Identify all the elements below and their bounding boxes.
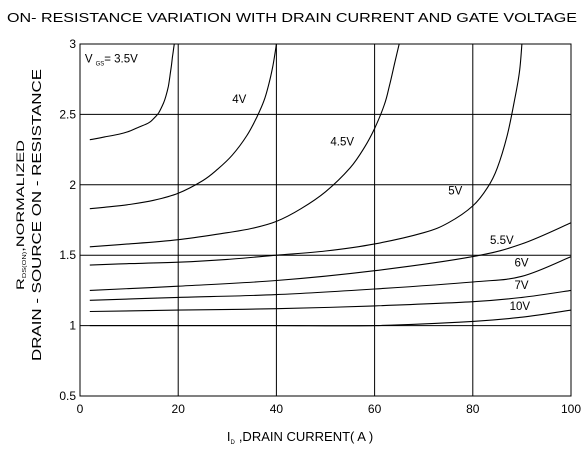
- x-tick-label: 20: [172, 402, 186, 416]
- series-layer: [89, 43, 572, 327]
- x-axis-label-symbol: I: [227, 429, 231, 444]
- series-line-1: [89, 43, 277, 210]
- x-axis-label: ID ,DRAIN CURRENT( A ): [227, 429, 373, 446]
- y-axis-label-symbol: R: [15, 278, 27, 290]
- series-label-6: 7V: [515, 280, 529, 292]
- chart-title: ON- RESISTANCE VARIATION WITH DRAIN CURR…: [7, 11, 577, 25]
- series-label-0: V GS= 3.5V: [85, 53, 138, 67]
- plot-frame: [79, 43, 572, 397]
- series-line-5: [89, 256, 572, 301]
- axis-layer: 0 20 40 60 80 100 0.5 1 1.5 2 2.5 3: [59, 37, 581, 416]
- series-label-7: 10V: [510, 301, 531, 313]
- y-tick-label: 3: [69, 37, 76, 51]
- series-label-5: 6V: [515, 257, 529, 269]
- series-label-text: = 3.5V: [104, 53, 138, 65]
- series-line-7: [89, 309, 572, 327]
- y-tick-label: 2: [69, 178, 76, 192]
- x-tick-label: 40: [270, 402, 284, 416]
- series-line-6: [89, 289, 572, 313]
- y-axis-label-subscript: DS(ON): [22, 251, 28, 278]
- y-axis-label-line1: RDS(ON),NORMALIZED: [15, 140, 28, 290]
- y-tick-label: 2.5: [59, 107, 76, 121]
- series-label-1: 4V: [232, 94, 246, 106]
- y-tick-label: 1: [69, 319, 76, 333]
- y-axis-label: RDS(ON),NORMALIZED DRAIN - SOURCE ON - R…: [15, 69, 44, 361]
- series-label-subscript: GS: [96, 61, 105, 67]
- series-label-symbol: V: [85, 53, 93, 65]
- series-line-4: [89, 222, 572, 291]
- y-axis-label-text: ,NORMALIZED: [15, 140, 27, 252]
- grid-layer: [80, 44, 571, 396]
- x-axis-label-subscript: D: [230, 440, 235, 446]
- series-label-3: 5V: [448, 186, 462, 198]
- x-axis-label-text: ,DRAIN CURRENT( A ): [239, 429, 373, 444]
- series-line-0: [89, 43, 175, 141]
- x-tick-label: 100: [561, 402, 581, 416]
- series-line-3: [89, 43, 523, 266]
- x-tick-label: 0: [77, 402, 84, 416]
- x-tick-label: 80: [466, 402, 480, 416]
- y-tick-label: 1.5: [59, 248, 76, 262]
- series-label-2: 4.5V: [330, 136, 354, 148]
- series-line-2: [89, 43, 400, 248]
- x-tick-label: 60: [368, 402, 382, 416]
- series-label-4: 5.5V: [490, 235, 514, 247]
- y-tick-label: 0.5: [59, 389, 76, 403]
- y-axis-label-line2: DRAIN - SOURCE ON - RESISTANCE: [29, 69, 44, 361]
